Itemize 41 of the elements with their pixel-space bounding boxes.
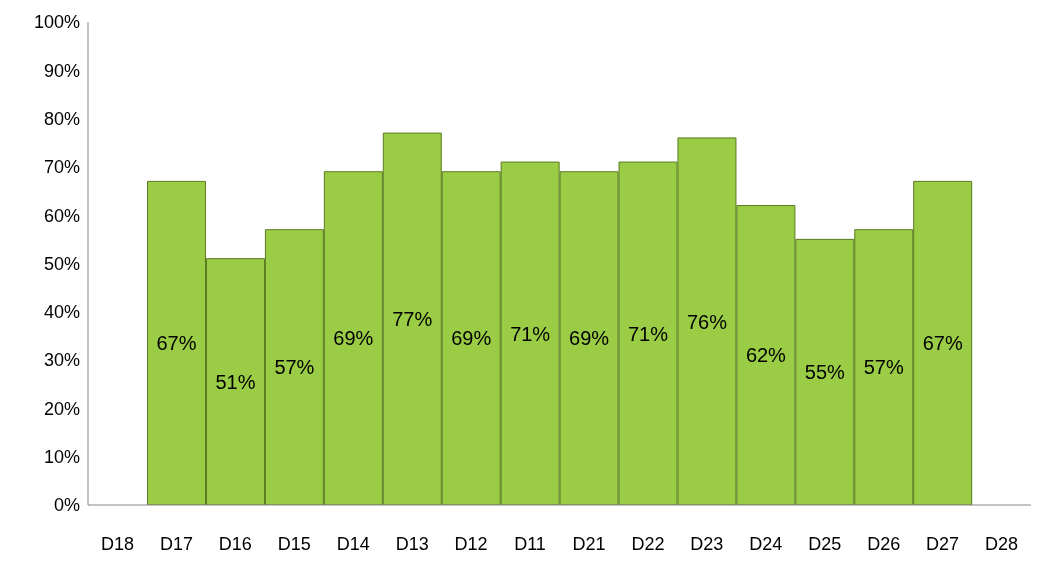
data-label: 71% — [628, 322, 669, 345]
data-label: 67% — [922, 332, 963, 355]
y-tick-label: 10% — [43, 447, 80, 468]
data-label: 57% — [863, 356, 905, 379]
x-tick-label: D27 — [926, 533, 960, 554]
data-label: 62% — [745, 344, 787, 367]
x-tick-label: D17 — [159, 533, 193, 554]
x-tick-label: D18 — [100, 533, 134, 554]
x-tick-label: D21 — [572, 533, 606, 554]
data-label: 67% — [156, 332, 197, 355]
x-tick-label: D28 — [985, 533, 1019, 554]
data-label: 55% — [804, 361, 846, 384]
x-tick-label: D15 — [277, 533, 311, 554]
x-tick-label: D12 — [454, 533, 488, 554]
data-label: 76% — [686, 310, 728, 333]
y-tick-label: 40% — [43, 302, 80, 323]
x-tick-label: D23 — [690, 533, 724, 554]
y-tick-label: 30% — [43, 350, 80, 371]
x-tick-label: D26 — [867, 533, 901, 554]
x-tick-label: D24 — [749, 533, 783, 554]
x-tick-label: D13 — [395, 533, 429, 554]
y-tick-label: 50% — [43, 253, 80, 274]
y-tick-label: 60% — [43, 205, 80, 226]
y-tick-label: 70% — [43, 157, 80, 178]
y-tick-label: 80% — [43, 108, 80, 129]
data-label: 51% — [215, 370, 256, 393]
data-label: 77% — [392, 308, 433, 331]
x-tick-label: D11 — [514, 533, 546, 554]
data-label: 71% — [510, 322, 551, 345]
data-label: 69% — [569, 327, 610, 350]
y-tick-label: 0% — [53, 495, 80, 516]
data-label: 57% — [274, 356, 315, 379]
data-label: 69% — [333, 327, 374, 350]
y-tick-label: 20% — [43, 398, 80, 419]
x-tick-label: D25 — [808, 533, 842, 554]
y-tick-label: 90% — [43, 60, 80, 81]
data-label: 69% — [451, 327, 492, 350]
x-tick-label: D22 — [631, 533, 665, 554]
y-tick-label: 100% — [33, 12, 80, 33]
x-tick-label: D16 — [218, 533, 252, 554]
x-tick-label: D14 — [336, 533, 370, 554]
